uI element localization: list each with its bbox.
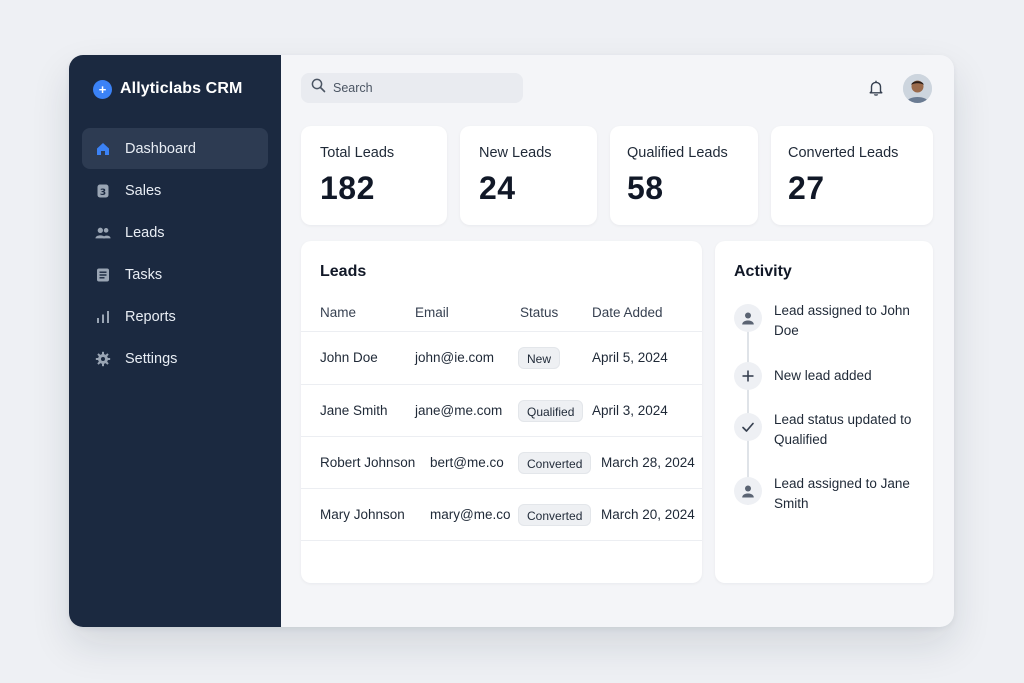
table-row[interactable]: Jane Smith jane@me.com Qualified April 3… <box>301 384 702 437</box>
lead-date: March 28, 2024 <box>601 455 695 470</box>
brand-logo-icon: + <box>93 79 112 99</box>
lead-date: April 3, 2024 <box>592 403 668 418</box>
gear-icon <box>95 351 111 367</box>
lead-date: March 20, 2024 <box>601 507 695 522</box>
sidebar-nav: Dashboard 3 Sales Leads Tasks <box>82 128 268 380</box>
sidebar-item-label: Tasks <box>125 266 163 283</box>
column-header-name[interactable]: Name <box>320 305 357 320</box>
brand-name: Allyticlabs CRM <box>120 80 243 97</box>
activity-text: New lead added <box>774 368 872 383</box>
status-badge: Qualified <box>518 400 584 422</box>
column-header-date-added[interactable]: Date Added <box>592 305 663 320</box>
lead-email: bert@me.co <box>430 455 504 470</box>
sidebar-item-label: Dashboard <box>125 140 196 157</box>
sidebar-item-dashboard[interactable]: Dashboard <box>82 128 268 169</box>
sidebar-item-label: Settings <box>125 350 178 367</box>
table-row[interactable]: Mary Johnson mary@me.co Converted March … <box>301 488 702 541</box>
avatar[interactable] <box>903 74 932 103</box>
user-icon <box>734 477 762 505</box>
users-icon <box>95 225 111 241</box>
tasks-icon <box>95 267 111 283</box>
sidebar: + Allyticlabs CRM Dashboard 3 Sales Lea <box>69 55 281 627</box>
app-window: + Allyticlabs CRM Dashboard 3 Sales Lea <box>69 55 954 627</box>
sidebar-item-leads[interactable]: Leads <box>82 212 268 253</box>
stat-card-new-leads[interactable]: New Leads 24 <box>460 126 597 225</box>
svg-text:3: 3 <box>100 188 106 198</box>
leads-panel: Leads Name Email Status Date Added John … <box>301 241 702 583</box>
stat-title: Qualified Leads <box>627 145 728 161</box>
sidebar-item-label: Sales <box>125 182 162 199</box>
activity-panel-title: Activity <box>734 263 792 280</box>
activity-text: Lead assigned to Jane Smith <box>774 476 910 511</box>
status-badge: Converted <box>518 452 592 474</box>
brand[interactable]: + Allyticlabs CRM <box>93 79 242 99</box>
status-badge: New <box>518 347 561 369</box>
activity-text: Lead status updated to Qualified <box>774 412 912 447</box>
stat-value: 24 <box>479 170 516 206</box>
stat-value: 27 <box>788 170 825 206</box>
home-icon <box>95 141 111 157</box>
lead-email: john@ie.com <box>415 350 494 365</box>
sidebar-item-settings[interactable]: Settings <box>82 338 268 379</box>
sidebar-item-reports[interactable]: Reports <box>82 296 268 337</box>
leads-panel-title: Leads <box>320 263 367 280</box>
stat-value: 182 <box>320 170 375 206</box>
stat-card-total-leads[interactable]: Total Leads 182 <box>301 126 447 225</box>
search-icon <box>311 78 326 98</box>
activity-panel: Activity Lead assigned to John Doe New l… <box>715 241 933 583</box>
status-badge: Converted <box>518 504 592 526</box>
lead-name: Robert Johnson <box>320 455 416 470</box>
notification-bell-icon[interactable] <box>867 79 885 97</box>
activity-item[interactable]: Lead assigned to Jane Smith <box>734 476 919 513</box>
sidebar-item-sales[interactable]: 3 Sales <box>82 170 268 211</box>
lead-name: John Doe <box>320 350 378 365</box>
table-row[interactable]: Robert Johnson bert@me.co Converted Marc… <box>301 436 702 489</box>
activity-item[interactable]: New lead added <box>734 362 919 390</box>
column-header-status[interactable]: Status <box>520 305 559 320</box>
bar-chart-icon <box>95 309 111 325</box>
stat-title: Converted Leads <box>788 145 899 161</box>
column-header-email[interactable]: Email <box>415 305 449 320</box>
activity-item[interactable]: Lead assigned to John Doe <box>734 303 919 340</box>
activity-item[interactable]: Lead status updated to Qualified <box>734 412 919 449</box>
search-input[interactable] <box>333 81 503 95</box>
sales-icon: 3 <box>95 183 111 199</box>
stat-card-converted-leads[interactable]: Converted Leads 27 <box>771 126 933 225</box>
user-icon <box>734 304 762 332</box>
stat-card-qualified-leads[interactable]: Qualified Leads 58 <box>610 126 758 225</box>
main-content: Total Leads 182 New Leads 24 Qualified L… <box>281 55 954 627</box>
lead-name: Mary Johnson <box>320 507 405 522</box>
lead-email: jane@me.com <box>415 403 503 418</box>
stat-title: New Leads <box>479 145 552 161</box>
stat-title: Total Leads <box>320 145 395 161</box>
lead-date: April 5, 2024 <box>592 350 668 365</box>
activity-text: Lead assigned to John Doe <box>774 303 910 338</box>
lead-email: mary@me.co <box>430 507 511 522</box>
stat-value: 58 <box>627 170 664 206</box>
lead-name: Jane Smith <box>320 403 388 418</box>
table-row[interactable]: John Doe john@ie.com New April 5, 2024 <box>301 331 702 384</box>
search-bar[interactable] <box>301 73 523 103</box>
sidebar-item-label: Reports <box>125 308 176 325</box>
sidebar-item-tasks[interactable]: Tasks <box>82 254 268 295</box>
plus-icon <box>734 362 762 390</box>
sidebar-item-label: Leads <box>125 224 165 241</box>
leads-table-header: Name Email Status Date Added <box>301 305 702 325</box>
check-icon <box>734 413 762 441</box>
